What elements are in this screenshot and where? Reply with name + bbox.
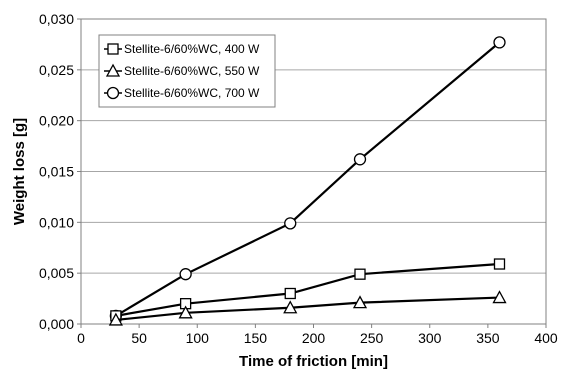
y-tick-label: 0,010 — [39, 214, 74, 230]
x-tick-label: 0 — [77, 330, 85, 346]
x-axis-ticks: 0 50 100 150 200 250 300 350 400 — [77, 324, 558, 346]
y-tick-label: 0,025 — [39, 62, 74, 78]
legend-item: Stellite-6/60%WC, 700 W — [104, 86, 260, 100]
series-line — [115, 262, 500, 317]
legend-item: Stellite-6/60%WC, 550 W — [104, 63, 260, 78]
y-axis-title: Weight loss [g] — [11, 118, 28, 225]
data-point-circle — [493, 36, 506, 49]
legend-item: Stellite-6/60%WC, 400 W — [104, 42, 260, 56]
x-tick-label: 200 — [302, 330, 326, 346]
series-circle — [109, 36, 506, 323]
y-tick-label: 0,030 — [39, 11, 74, 27]
x-tick-label: 350 — [476, 330, 500, 346]
x-tick-label: 300 — [418, 330, 442, 346]
x-tick-label: 400 — [534, 330, 558, 346]
series-triangle — [108, 290, 507, 326]
legend-marker-triangle — [105, 63, 121, 77]
series-square — [110, 258, 506, 322]
data-point-circle — [179, 268, 192, 281]
series-line — [115, 296, 500, 322]
data-point-triangle — [283, 300, 298, 314]
y-axis-ticks: 0,000 0,005 0,010 0,015 0,020 0,025 0,030 — [39, 11, 81, 332]
y-tick-label: 0,005 — [39, 265, 74, 281]
data-point-triangle — [352, 295, 368, 309]
data-point-square — [354, 268, 366, 280]
data-point-triangle — [178, 305, 193, 319]
legend-label: Stellite-6/60%WC, 550 W — [124, 64, 260, 78]
legend-label: Stellite-6/60%WC, 400 W — [124, 42, 260, 56]
data-point-triangle — [108, 312, 123, 326]
legend-marker-square — [107, 43, 119, 55]
y-tick-label: 0,000 — [39, 316, 74, 332]
legend-marker-circle — [106, 86, 120, 100]
legend-box — [98, 34, 276, 108]
x-tick-label: 150 — [244, 330, 268, 346]
y-tick-label: 0,015 — [39, 164, 74, 180]
y-tick-label: 0,020 — [39, 113, 74, 129]
data-point-circle — [353, 153, 367, 166]
data-point-square — [284, 287, 296, 300]
data-point-triangle — [492, 290, 507, 304]
legend-label: Stellite-6/60%WC, 700 W — [124, 86, 260, 100]
series-layer — [108, 36, 507, 326]
x-axis-title: Time of friction [min] — [239, 353, 388, 370]
x-tick-label: 50 — [131, 330, 147, 346]
x-tick-label: 250 — [360, 330, 384, 346]
data-point-circle — [284, 217, 297, 230]
legend: Stellite-6/60%WC, 400 W Stellite-6/60%WC,… — [98, 34, 276, 108]
data-point-square — [493, 258, 506, 270]
x-tick-label: 100 — [186, 330, 210, 346]
